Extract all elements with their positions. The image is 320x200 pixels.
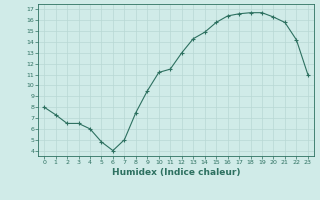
X-axis label: Humidex (Indice chaleur): Humidex (Indice chaleur): [112, 168, 240, 177]
